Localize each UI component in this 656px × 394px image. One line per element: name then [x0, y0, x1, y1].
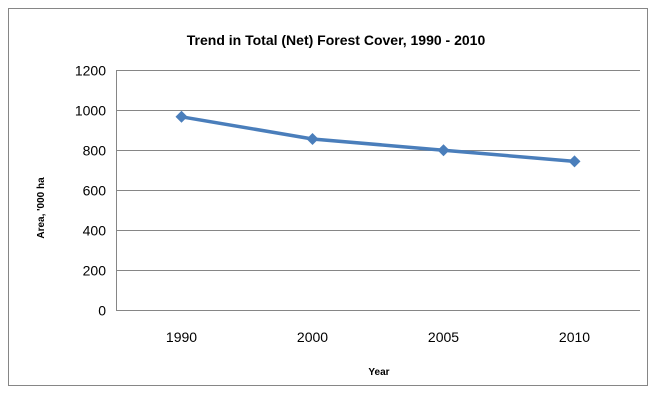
- y-tick-label: 1200: [75, 63, 106, 79]
- x-tick-label: 1990: [166, 329, 197, 345]
- x-tick-label: 2000: [297, 329, 328, 345]
- y-tick-label: 600: [83, 183, 107, 199]
- y-tick-labels: 0 200 400 600 800 1000 1200: [75, 63, 106, 319]
- x-tick-labels: 1990 2000 2005 2010: [166, 329, 590, 345]
- x-tick-label: 2010: [559, 329, 590, 345]
- y-axis-title: Area, '000 ha: [36, 177, 47, 239]
- data-point: [175, 110, 188, 123]
- data-point: [306, 133, 319, 145]
- y-tick-label: 200: [83, 263, 107, 279]
- y-tick-label: 800: [83, 143, 107, 159]
- chart-title: Trend in Total (Net) Forest Cover, 1990 …: [187, 32, 486, 48]
- x-tick-label: 2005: [428, 329, 459, 345]
- x-axis-title: Year: [368, 367, 389, 378]
- y-tick-label: 400: [83, 223, 107, 239]
- gridlines: [116, 70, 640, 311]
- series-line: [179, 115, 577, 164]
- chart-frame: Trend in Total (Net) Forest Cover, 1990 …: [8, 8, 648, 386]
- series-layer: [175, 110, 581, 168]
- line-chart: Trend in Total (Net) Forest Cover, 1990 …: [8, 8, 648, 386]
- data-point: [568, 155, 581, 168]
- data-point: [437, 144, 450, 157]
- y-tick-label: 0: [98, 303, 106, 319]
- chart-border: [8, 8, 648, 386]
- y-tick-label: 1000: [75, 103, 106, 119]
